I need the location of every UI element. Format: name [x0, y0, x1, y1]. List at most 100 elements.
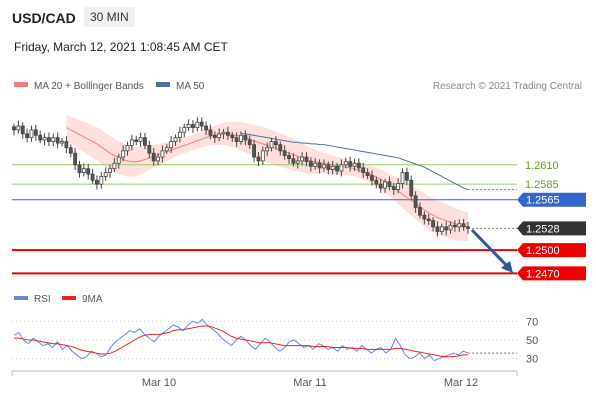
rsi-line — [13, 318, 469, 362]
candle-body — [217, 133, 222, 139]
rsi-tick-label: 30 — [526, 354, 538, 366]
candle-body — [452, 224, 457, 228]
candle-body — [51, 137, 56, 142]
level-tag-pivot — [517, 192, 586, 207]
candle-body — [413, 195, 418, 208]
x-tick-label: Mar 10 — [142, 377, 176, 389]
candle-body — [361, 167, 366, 173]
candle-body — [121, 150, 126, 158]
candle-body — [86, 168, 91, 175]
candle-body — [191, 124, 195, 128]
candle-body — [404, 172, 409, 181]
level-label-support: 1.2470 — [526, 268, 560, 280]
candle-body — [278, 144, 283, 152]
candle-body — [134, 139, 139, 142]
rsi-ma-legend-swatch — [62, 296, 76, 300]
candle-body — [378, 183, 383, 189]
candle-body — [147, 145, 152, 154]
candle-body — [95, 179, 99, 185]
candle-body — [160, 150, 165, 158]
candle-body — [335, 165, 339, 172]
candle-body — [164, 147, 169, 152]
candle-body — [247, 139, 252, 146]
candle-body — [322, 164, 326, 169]
candle-body — [304, 156, 309, 163]
ma20-legend-label: MA 20 + Bollinger Bands — [34, 81, 144, 92]
candle-body — [374, 179, 379, 185]
x-tick-label: Mar 12 — [444, 377, 478, 389]
level-label-resistance: 1.2610 — [525, 160, 559, 172]
candle-body — [90, 173, 95, 181]
candle-body — [457, 223, 462, 228]
candle-body — [439, 226, 444, 232]
candle-body — [352, 162, 357, 167]
candle-body — [370, 175, 374, 181]
candle-body — [291, 158, 296, 164]
candle-body — [177, 131, 182, 139]
candle-body — [16, 125, 21, 131]
candle-body — [195, 121, 200, 128]
candle-body — [387, 181, 392, 187]
candle-body — [448, 224, 453, 231]
candle-body — [212, 134, 217, 139]
candle-body — [68, 147, 73, 154]
ma50-line — [241, 133, 469, 191]
rsi-tick-label: 70 — [526, 316, 538, 328]
rsi-ma-line — [14, 325, 468, 358]
candle-body — [243, 134, 248, 141]
candle-body — [29, 129, 34, 139]
candle-body — [182, 127, 187, 133]
candle-body — [239, 134, 243, 142]
level-tag-current — [517, 221, 586, 236]
candle-body — [396, 183, 401, 191]
candle-body — [409, 179, 414, 197]
candle-body — [208, 129, 213, 136]
candle-body — [186, 124, 191, 128]
candle-body — [173, 137, 178, 142]
candle-body — [25, 133, 30, 139]
candle-body — [99, 176, 104, 185]
candle-body — [112, 162, 117, 170]
candle-body — [343, 161, 348, 166]
candle-body — [295, 160, 300, 164]
candle-body — [383, 181, 387, 189]
level-label-pivot: 1.2565 — [526, 195, 560, 207]
rsi-legend-label: RSI — [34, 294, 51, 305]
ma20-legend-swatch — [14, 82, 28, 87]
candle-body — [225, 131, 230, 136]
candle-body — [129, 139, 134, 146]
candle-body — [313, 162, 318, 167]
candle-body — [400, 172, 405, 184]
candle-body — [33, 129, 38, 136]
forecast-arrow-icon — [470, 228, 510, 269]
candle-body — [108, 168, 112, 173]
candle-body — [274, 141, 278, 146]
candle-body — [431, 220, 435, 228]
candle-body — [221, 131, 226, 135]
candle-body — [12, 126, 16, 131]
candle-body — [47, 137, 51, 142]
candle-body — [42, 137, 47, 141]
level-tag-support — [517, 243, 586, 258]
candle-body — [391, 186, 396, 191]
candle-body — [461, 223, 466, 228]
level-tag-support — [517, 266, 586, 281]
candle-body — [234, 137, 239, 142]
rsi-tick-label: 50 — [526, 335, 538, 347]
level-label-resistance: 1.2585 — [525, 179, 559, 191]
candle-body — [81, 168, 86, 173]
candle-body — [116, 156, 121, 164]
candle-body — [282, 150, 287, 156]
level-label-current: 1.2528 — [526, 223, 560, 235]
candle-body — [20, 125, 25, 135]
candle-body — [256, 156, 261, 162]
candle-body — [204, 125, 208, 131]
chart-datetime: Friday, March 12, 2021 1:08:45 AM CET — [14, 40, 228, 54]
symbol-title: USD/CAD — [12, 10, 76, 26]
candle-body — [103, 172, 108, 177]
candle-body — [330, 165, 335, 170]
candle-body — [252, 144, 257, 158]
ma50-legend-swatch — [156, 82, 170, 87]
timeframe-badge[interactable]: 30 MIN — [84, 7, 135, 27]
